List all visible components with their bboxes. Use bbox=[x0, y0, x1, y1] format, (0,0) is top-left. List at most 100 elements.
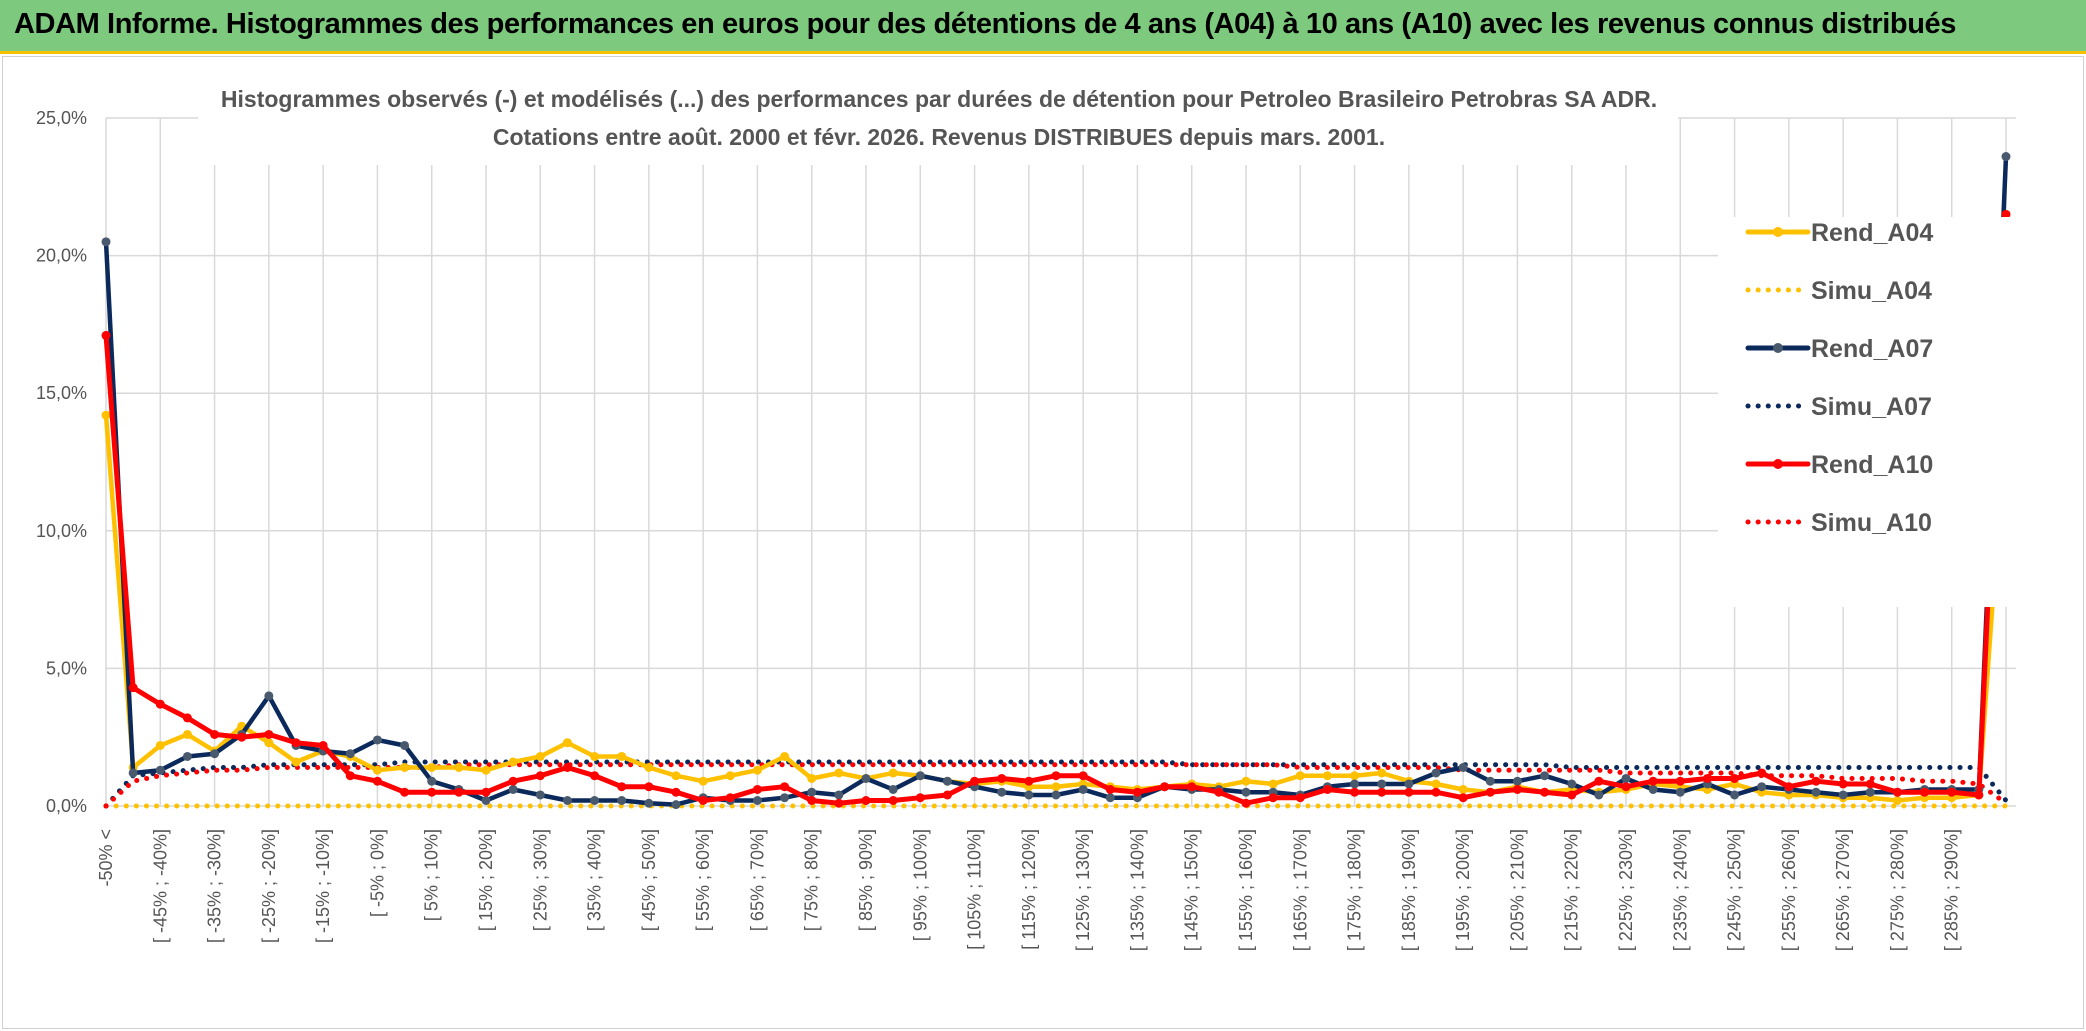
data-point-rend_a10 bbox=[1567, 790, 1577, 800]
data-point-rend_a10 bbox=[915, 793, 925, 803]
x-tick-label: [ 155% ; 160%] bbox=[1236, 829, 1256, 951]
data-point-rend_a10 bbox=[427, 787, 437, 797]
x-tick-label: [ 65% ; 70%] bbox=[747, 829, 767, 931]
data-point-rend_a10 bbox=[1512, 784, 1522, 794]
data-point-rend_a04 bbox=[698, 776, 708, 786]
data-point-rend_a10 bbox=[101, 330, 111, 340]
data-point-rend_a10 bbox=[481, 787, 491, 797]
data-point-rend_a07 bbox=[617, 795, 627, 805]
data-point-rend_a07 bbox=[1404, 779, 1414, 789]
data-point-rend_a10 bbox=[1132, 787, 1142, 797]
data-point-rend_a07 bbox=[997, 787, 1007, 797]
data-point-rend_a07 bbox=[1838, 790, 1848, 800]
x-tick-label: [ 55% ; 60%] bbox=[693, 829, 713, 931]
x-tick-label: [ 165% ; 170%] bbox=[1290, 829, 1310, 951]
x-axis: -50% < [ -45% ; -40%] [ -35% ; -30%] [ -25%… bbox=[96, 829, 1962, 951]
data-point-rend_a04 bbox=[454, 762, 464, 772]
series-line-simu_a10 bbox=[103, 762, 2009, 809]
data-point-rend_a07 bbox=[535, 790, 545, 800]
x-tick-label: [ 275% ; 280%] bbox=[1887, 829, 1907, 951]
legend-marker-rend_a07 bbox=[1773, 343, 1783, 353]
data-point-rend_a07 bbox=[942, 776, 952, 786]
data-point-rend_a04 bbox=[617, 751, 627, 761]
data-point-rend_a10 bbox=[1431, 787, 1441, 797]
title-layer: Histogrammes observés (-) et modélisés (… bbox=[198, 65, 1678, 165]
data-point-rend_a07 bbox=[1078, 784, 1088, 794]
data-point-rend_a10 bbox=[752, 784, 762, 794]
data-point-rend_a10 bbox=[1621, 782, 1631, 792]
data-point-rend_a10 bbox=[454, 787, 464, 797]
data-point-rend_a07 bbox=[644, 798, 654, 808]
data-point-rend_a10 bbox=[1051, 771, 1061, 781]
data-point-rend_a04 bbox=[427, 762, 437, 772]
data-point-rend_a07 bbox=[1350, 779, 1360, 789]
legend-label-rend_a10: Rend_A10 bbox=[1811, 451, 1933, 479]
x-tick-label: [ 85% ; 90%] bbox=[856, 829, 876, 931]
title-background bbox=[198, 65, 1678, 165]
x-tick-label: [ 195% ; 200%] bbox=[1453, 829, 1473, 951]
data-point-rend_a10 bbox=[1187, 782, 1197, 792]
x-tick-label: [ -15% ; -10%] bbox=[313, 829, 333, 943]
data-point-rend_a07 bbox=[1675, 787, 1685, 797]
data-point-rend_a07 bbox=[128, 768, 138, 778]
legend-marker-rend_a10 bbox=[1773, 459, 1783, 469]
data-point-rend_a07 bbox=[834, 790, 844, 800]
data-point-rend_a10 bbox=[128, 683, 138, 693]
x-tick-label: [ 255% ; 260%] bbox=[1779, 829, 1799, 951]
data-point-rend_a04 bbox=[481, 765, 491, 775]
data-point-rend_a04 bbox=[1350, 771, 1360, 781]
legend-label-simu_a04: Simu_A04 bbox=[1811, 277, 1932, 305]
data-point-rend_a04 bbox=[1377, 768, 1387, 778]
header-banner: ADAM Informe. Histogrammes des performan… bbox=[0, 0, 2086, 54]
chart-area: 0,0% 5,0% 10,0% 15,0% 20,0% 25,0% -50% < [ -45… bbox=[2, 56, 2084, 1029]
data-point-rend_a07 bbox=[915, 771, 925, 781]
data-point-rend_a10 bbox=[1594, 776, 1604, 786]
y-tick-label: 10,0% bbox=[36, 521, 87, 541]
data-point-rend_a07 bbox=[1024, 790, 1034, 800]
data-point-rend_a07 bbox=[752, 795, 762, 805]
data-point-rend_a10 bbox=[264, 729, 274, 739]
data-point-rend_a07 bbox=[861, 773, 871, 783]
x-tick-label: [ -35% ; -30%] bbox=[205, 829, 225, 943]
data-point-rend_a10 bbox=[1458, 793, 1468, 803]
data-point-rend_a10 bbox=[942, 790, 952, 800]
data-point-rend_a10 bbox=[1702, 773, 1712, 783]
data-point-rend_a10 bbox=[1024, 776, 1034, 786]
data-point-rend_a07 bbox=[2001, 152, 2011, 162]
data-point-rend_a10 bbox=[1757, 768, 1767, 778]
data-point-rend_a04 bbox=[1892, 795, 1902, 805]
data-point-rend_a04 bbox=[291, 757, 301, 767]
data-point-rend_a04 bbox=[264, 738, 274, 748]
data-point-rend_a07 bbox=[562, 795, 572, 805]
data-point-rend_a10 bbox=[1648, 776, 1658, 786]
data-point-rend_a10 bbox=[1214, 787, 1224, 797]
data-point-rend_a10 bbox=[1947, 787, 1957, 797]
data-point-rend_a10 bbox=[562, 762, 572, 772]
x-tick-label: [ 175% ; 180%] bbox=[1345, 829, 1365, 951]
data-point-rend_a10 bbox=[155, 699, 165, 709]
y-tick-label: 0,0% bbox=[46, 796, 87, 816]
data-point-rend_a04 bbox=[644, 762, 654, 772]
data-point-rend_a10 bbox=[1295, 793, 1305, 803]
x-tick-label: [ 75% ; 80%] bbox=[802, 829, 822, 931]
data-point-rend_a10 bbox=[237, 732, 247, 742]
data-point-rend_a10 bbox=[671, 787, 681, 797]
x-tick-label: [ 225% ; 230%] bbox=[1616, 829, 1636, 951]
data-point-rend_a07 bbox=[671, 800, 681, 810]
data-point-rend_a07 bbox=[1512, 776, 1522, 786]
data-point-rend_a10 bbox=[345, 771, 355, 781]
x-tick-label: [ 125% ; 130%] bbox=[1073, 829, 1093, 951]
data-point-rend_a10 bbox=[400, 787, 410, 797]
x-tick-label: [ 265% ; 270%] bbox=[1833, 829, 1853, 951]
data-point-rend_a07 bbox=[1567, 779, 1577, 789]
data-point-rend_a10 bbox=[1485, 787, 1495, 797]
y-axis: 0,0% 5,0% 10,0% 15,0% 20,0% 25,0% bbox=[36, 108, 87, 816]
legend-label-simu_a10: Simu_A10 bbox=[1811, 509, 1932, 537]
x-tick-label: [ 205% ; 210%] bbox=[1507, 829, 1527, 951]
data-point-rend_a04 bbox=[400, 762, 410, 772]
data-point-rend_a04 bbox=[182, 729, 192, 739]
data-point-rend_a07 bbox=[1621, 773, 1631, 783]
data-point-rend_a04 bbox=[752, 765, 762, 775]
chart-subtitle: Cotations entre août. 2000 et févr. 2026… bbox=[493, 124, 1385, 150]
data-point-rend_a10 bbox=[861, 795, 871, 805]
